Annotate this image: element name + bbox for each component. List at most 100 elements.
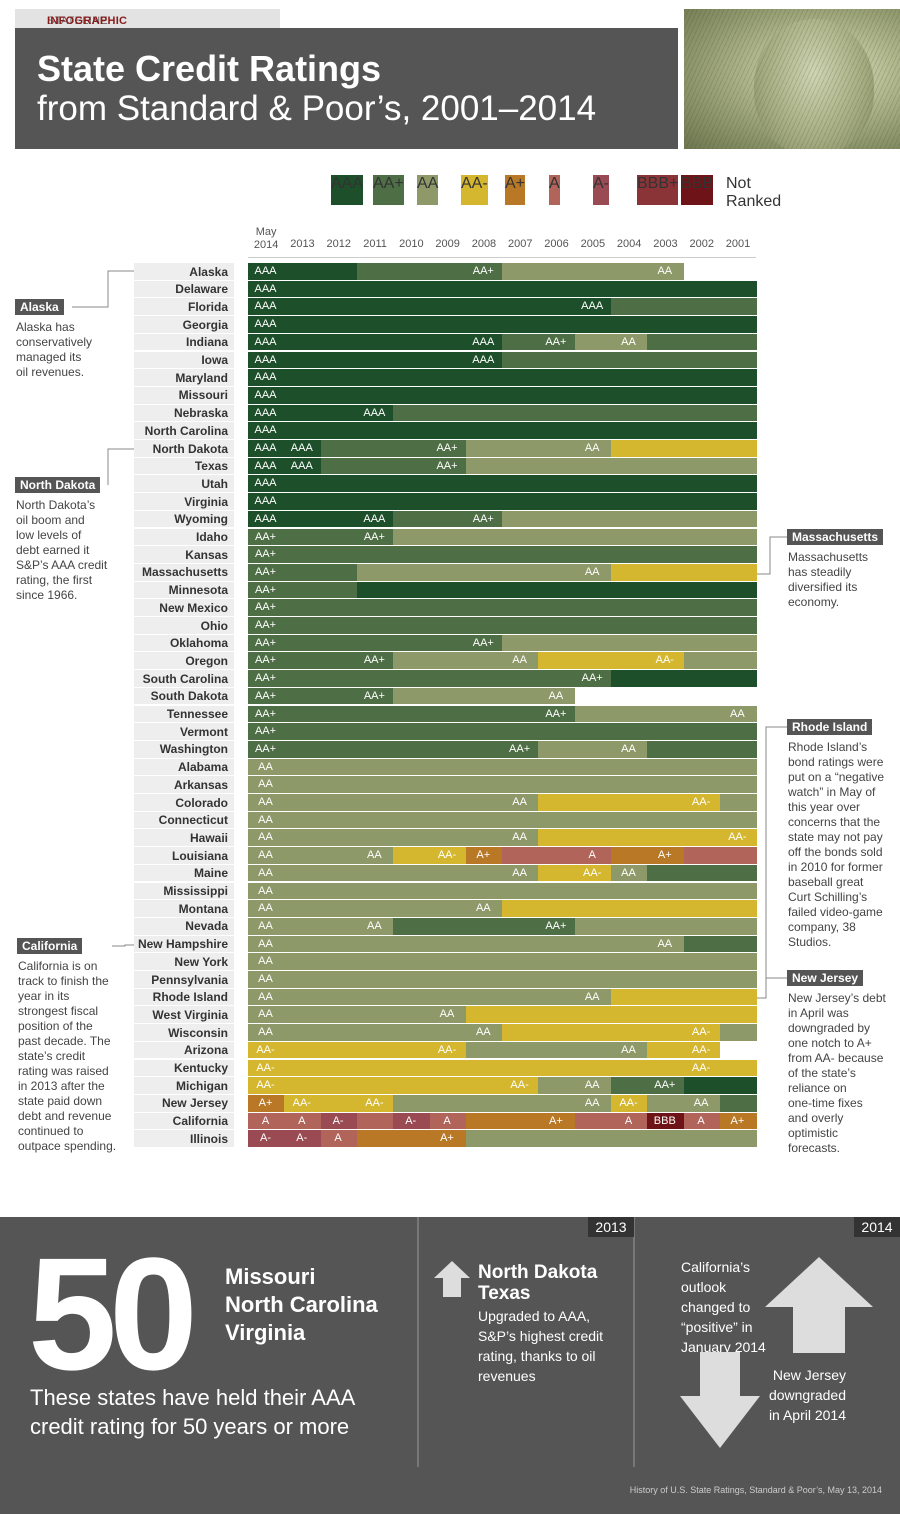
rating-cell — [538, 369, 576, 386]
rating-cell — [393, 829, 430, 847]
rating-cell — [538, 333, 576, 351]
rating-cell — [647, 1024, 685, 1041]
rating-cell — [248, 528, 285, 546]
rating-cell — [647, 740, 685, 758]
rating-cell — [683, 953, 721, 970]
rating-cell — [538, 581, 576, 599]
rating-cell — [719, 280, 757, 298]
rating-cell — [320, 900, 358, 917]
year-header: 2004 — [616, 238, 642, 250]
callout-title-massachusetts: Massachusetts — [787, 529, 884, 545]
rating-cell-label: AA — [512, 866, 527, 879]
connector-line — [757, 726, 787, 999]
state-row-background — [134, 740, 234, 758]
rating-cell — [574, 847, 612, 864]
state-row-background — [134, 900, 234, 917]
nd-text-line: S&P’s highest credit — [478, 1328, 604, 1344]
rating-cell — [502, 1041, 539, 1059]
rating-cell — [611, 617, 648, 634]
rating-cell-label: A- — [296, 1132, 308, 1145]
rating-cell — [248, 369, 285, 386]
rating-cell-label: AA+ — [654, 1079, 676, 1092]
rating-cell — [574, 829, 612, 847]
rating-cell — [719, 546, 757, 563]
state-row-background — [134, 546, 234, 563]
rating-cell — [538, 617, 576, 634]
rating-cell — [248, 723, 285, 740]
rating-cell-label: A- — [260, 1132, 271, 1145]
rating-cell — [393, 457, 430, 475]
rating-cell — [356, 333, 394, 351]
rating-cell — [611, 422, 648, 439]
state-row-background — [134, 953, 234, 970]
connector-line — [757, 536, 787, 575]
state-label: South Carolina — [142, 671, 228, 686]
rating-cell-label: AA+ — [509, 742, 531, 755]
rating-cell — [465, 829, 503, 847]
rating-cell — [647, 1041, 685, 1059]
rating-cell — [465, 971, 503, 988]
state-row-background — [134, 988, 234, 1006]
rating-cell — [611, 298, 648, 316]
rating-cell — [284, 758, 322, 776]
rating-cell — [574, 386, 612, 404]
rating-cell — [502, 900, 539, 917]
rating-cell — [538, 422, 576, 439]
connector-line — [72, 270, 134, 308]
rating-cell-label: AA- — [655, 654, 674, 667]
rating-cell — [465, 386, 503, 404]
rating-cell — [284, 617, 322, 634]
nj-text-line: downgraded — [768, 1387, 846, 1403]
rating-cell — [356, 457, 394, 475]
rating-cell — [393, 723, 430, 740]
rating-cell-label: A — [588, 849, 596, 862]
rating-cell-label: AAA — [254, 388, 277, 401]
rating-cell — [502, 882, 539, 900]
rating-cell — [429, 794, 467, 811]
rating-cell — [538, 776, 576, 793]
rating-cell — [356, 617, 394, 634]
rating-cell — [574, 563, 612, 581]
rating-cell-label: AAA — [290, 459, 313, 472]
rating-cell — [284, 263, 322, 280]
rating-cell-label: AA+ — [363, 654, 385, 667]
rating-cell — [429, 900, 467, 917]
rating-cell-label: AA+ — [254, 565, 277, 578]
rating-cell — [719, 917, 757, 935]
rating-cell — [574, 493, 612, 510]
rating-cell — [429, 740, 467, 758]
rating-cell — [320, 723, 358, 740]
rating-cell — [284, 652, 322, 670]
rating-cell — [248, 333, 285, 351]
nd-title-line: North Dakota — [478, 1262, 598, 1283]
rating-cell — [647, 705, 685, 723]
rating-cell — [683, 758, 721, 776]
rating-cell — [429, 404, 467, 422]
rating-cell — [465, 475, 503, 493]
state-label: Alabama — [177, 760, 228, 775]
rating-cell — [248, 386, 285, 404]
rating-cell — [393, 864, 430, 882]
state-row-background — [134, 847, 234, 864]
rating-cell — [574, 528, 612, 546]
rating-cell — [719, 882, 757, 900]
state-label: Idaho — [196, 530, 228, 544]
rating-cell — [538, 652, 576, 670]
rating-cell — [574, 1094, 612, 1112]
rating-cell — [719, 758, 757, 776]
rating-cell — [429, 617, 467, 634]
rating-cell — [647, 369, 685, 386]
rating-cell — [574, 776, 612, 793]
rating-cell — [574, 971, 612, 988]
rating-cell — [683, 670, 721, 687]
rating-cell — [356, 794, 394, 811]
rating-cell — [429, 298, 467, 316]
rating-cell-label: AA+ — [254, 619, 277, 631]
callout-text-new-jersey: New Jersey’s debt in April was downgraded … — [788, 991, 886, 1156]
rating-cell — [320, 687, 358, 705]
rating-cell — [248, 670, 285, 687]
state-row-background — [134, 528, 234, 546]
rating-cell — [719, 776, 757, 793]
callout-line: state may not pay — [788, 830, 883, 844]
rating-cell — [574, 333, 612, 351]
